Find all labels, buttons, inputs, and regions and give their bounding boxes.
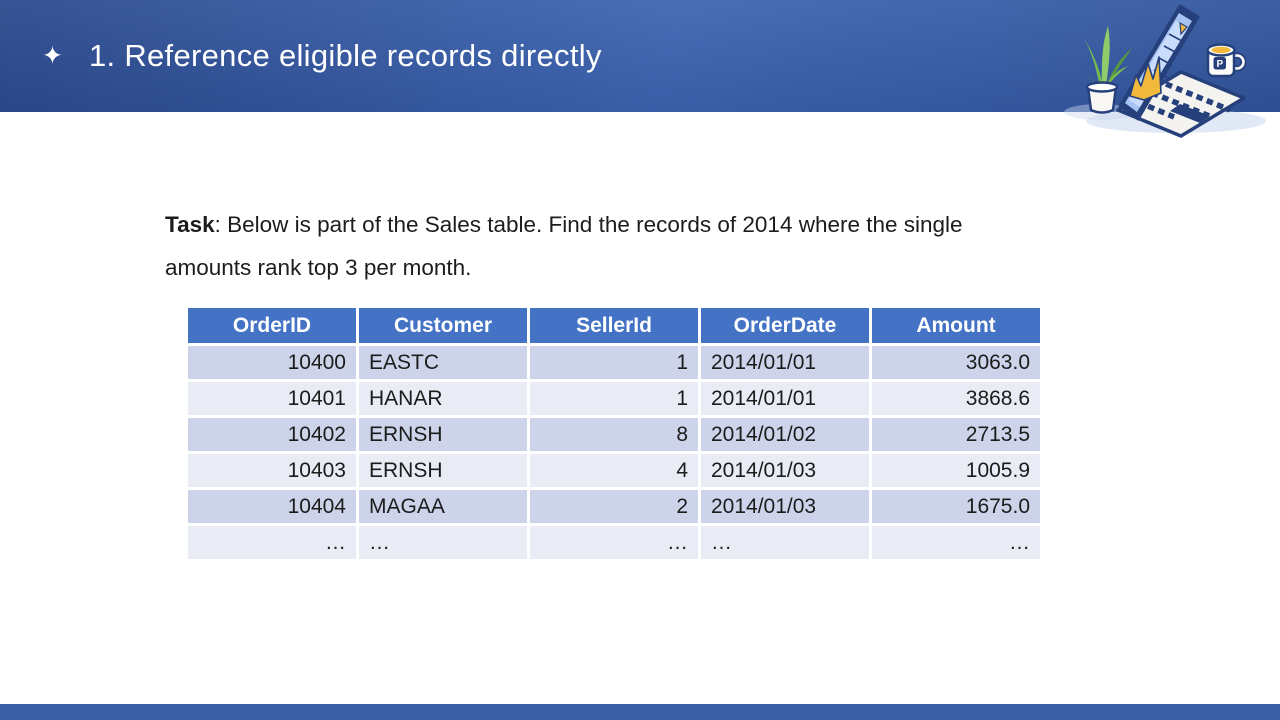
task-body: : Below is part of the Sales table. Find… — [165, 212, 963, 280]
table-header-cell: Amount — [872, 308, 1040, 343]
table-cell: 10403 — [188, 454, 356, 487]
table-cell: 2014/01/03 — [701, 454, 869, 487]
table-cell: ERNSH — [359, 418, 527, 451]
table-cell: ERNSH — [359, 454, 527, 487]
table-cell: 10400 — [188, 346, 356, 379]
task-text: Task: Below is part of the Sales table. … — [165, 203, 1030, 289]
table-cell: 2014/01/01 — [701, 382, 869, 415]
sparkle-icon: ✦ — [42, 41, 63, 70]
table-row: 10401 HANAR 1 2014/01/01 3868.6 — [188, 382, 1040, 415]
table-cell: MAGAA — [359, 490, 527, 523]
table-cell: 8 — [530, 418, 698, 451]
table-cell: … — [359, 526, 527, 559]
plant-icon — [1068, 26, 1132, 114]
table-cell: 2713.5 — [872, 418, 1040, 451]
table-cell: … — [872, 526, 1040, 559]
footer-bar — [0, 704, 1280, 720]
table-cell: 10404 — [188, 490, 356, 523]
table-cell: 3868.6 — [872, 382, 1040, 415]
table-cell: HANAR — [359, 382, 527, 415]
table-cell: 1 — [530, 382, 698, 415]
laptop-icon — [1116, 4, 1246, 138]
table-cell: 2014/01/02 — [701, 418, 869, 451]
mug-logo: P — [1217, 59, 1224, 70]
table-header-row: OrderID Customer SellerId OrderDate Amount — [188, 308, 1040, 343]
table-row: 10404 MAGAA 2 2014/01/03 1675.0 — [188, 490, 1040, 523]
table-cell: … — [530, 526, 698, 559]
slide-header: ✦ 1. Reference eligible records directly — [0, 0, 1280, 112]
task-label: Task — [165, 212, 215, 237]
table-header-cell: Customer — [359, 308, 527, 343]
table-cell: 2 — [530, 490, 698, 523]
slide-title: 1. Reference eligible records directly — [88, 38, 602, 73]
table-cell: 1675.0 — [872, 490, 1040, 523]
table-cell: 2014/01/03 — [701, 490, 869, 523]
table-header-cell: SellerId — [530, 308, 698, 343]
table-cell: EASTC — [359, 346, 527, 379]
table-header-cell: OrderDate — [701, 308, 869, 343]
table-row: 10403 ERNSH 4 2014/01/03 1005.9 — [188, 454, 1040, 487]
table-cell: 4 — [530, 454, 698, 487]
laptop-illustration: P — [1064, 4, 1266, 138]
table-cell: 1 — [530, 346, 698, 379]
table-cell: … — [188, 526, 356, 559]
table-row: 10402 ERNSH 8 2014/01/02 2713.5 — [188, 418, 1040, 451]
table-cell: 10402 — [188, 418, 356, 451]
coffee-mug-icon: P — [1206, 43, 1247, 78]
table-cell: 10401 — [188, 382, 356, 415]
screen-chart — [1129, 56, 1162, 101]
table-cell: 1005.9 — [872, 454, 1040, 487]
table-cell: 2014/01/01 — [701, 346, 869, 379]
trackpad — [1170, 104, 1210, 123]
table-row: …………… — [188, 526, 1040, 559]
table-cell: 3063.0 — [872, 346, 1040, 379]
sales-table: OrderID Customer SellerId OrderDate Amount 10… — [185, 305, 1043, 562]
table-cell: … — [701, 526, 869, 559]
table-header-cell: OrderID — [188, 308, 356, 343]
table-row: 10400 EASTC 1 2014/01/01 3063.0 — [188, 346, 1040, 379]
